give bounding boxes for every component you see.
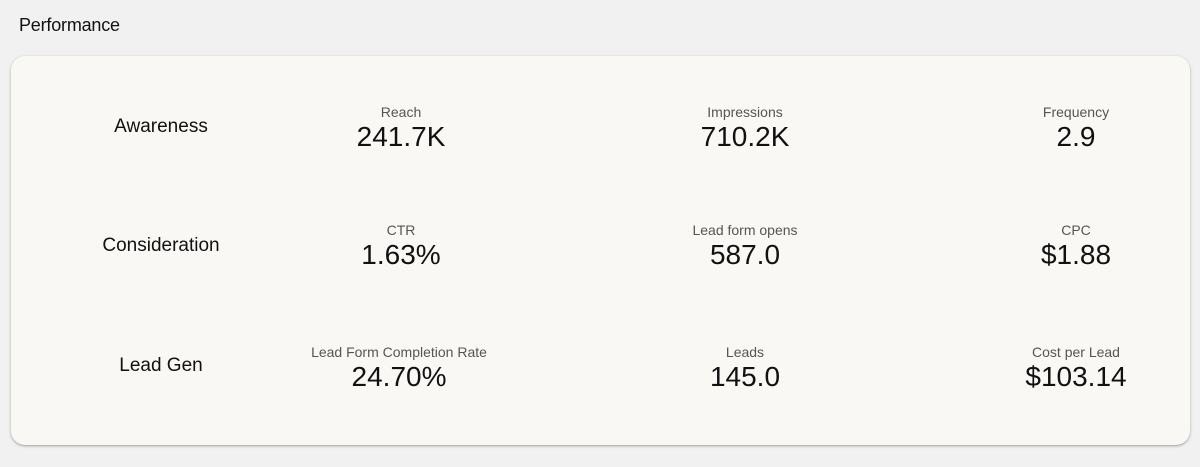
metric-ctr: CTR 1.63% xyxy=(361,222,440,271)
row-label-consideration: Consideration xyxy=(102,235,220,256)
metric-leads: Leads 145.0 xyxy=(710,344,780,393)
metric-cost-per-lead: Cost per Lead $103.14 xyxy=(1025,344,1126,393)
metric-value: 2.9 xyxy=(1056,121,1096,152)
row-label-lead-gen: Lead Gen xyxy=(119,355,203,376)
metric-value: 1.63% xyxy=(361,239,441,270)
metric-label: Frequency xyxy=(1042,104,1110,120)
metric-label: Impressions xyxy=(707,104,783,120)
metric-label: CTR xyxy=(386,222,416,238)
metric-label: Lead form opens xyxy=(692,222,798,238)
metric-label: CPC xyxy=(1061,222,1091,238)
metric-value: 145.0 xyxy=(709,361,781,392)
metric-reach: Reach 241.7K xyxy=(357,104,446,153)
metric-value: $1.88 xyxy=(1040,239,1112,270)
metric-lead-form-completion-rate: Lead Form Completion Rate 24.70% xyxy=(311,344,487,393)
section-title: Performance xyxy=(19,15,120,35)
metric-value: 24.70% xyxy=(351,361,447,392)
metric-label: Reach xyxy=(380,104,422,120)
metric-value: 587.0 xyxy=(709,239,781,270)
performance-card: Awareness Reach 241.7K Impressions 710.2… xyxy=(11,56,1190,445)
metric-lead-form-opens: Lead form opens 587.0 xyxy=(692,222,797,271)
metric-value: 241.7K xyxy=(356,121,446,152)
metric-label: Leads xyxy=(725,344,765,360)
metric-frequency: Frequency 2.9 xyxy=(1043,104,1109,153)
metric-cpc: CPC $1.88 xyxy=(1041,222,1111,271)
metric-label: Lead Form Completion Rate xyxy=(311,344,487,360)
metric-impressions: Impressions 710.2K xyxy=(701,104,790,153)
metric-value: $103.14 xyxy=(1025,361,1127,392)
metric-label: Cost per Lead xyxy=(1032,344,1120,360)
row-label-awareness: Awareness xyxy=(114,116,208,137)
metric-value: 710.2K xyxy=(700,121,790,152)
